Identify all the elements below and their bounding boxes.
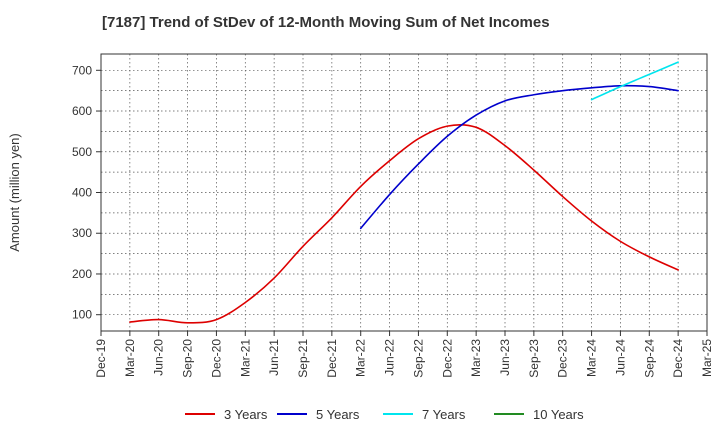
legend-label-10-years: 10 Years (533, 407, 584, 422)
x-tick-label: Mar-21 (238, 339, 252, 377)
x-tick-label: Dec-24 (671, 339, 685, 378)
y-tick-label: 100 (72, 308, 92, 322)
x-tick-label: Dec-22 (440, 339, 454, 378)
legend-label-3-years: 3 Years (224, 407, 268, 422)
y-tick-label: 700 (72, 63, 92, 77)
legend-label-7-years: 7 Years (422, 407, 466, 422)
x-tick-label: Jun-22 (383, 339, 397, 376)
x-tick-label: Dec-20 (209, 339, 223, 378)
y-tick-label: 500 (72, 145, 92, 159)
x-tick-label: Mar-20 (123, 339, 137, 377)
x-tick-label: Mar-24 (585, 339, 599, 377)
y-axis-title: Amount (million yen) (7, 133, 22, 252)
y-tick-label: 600 (72, 104, 92, 118)
series-line-7-years (590, 61, 679, 101)
legend: 3 Years 5 Years 7 Years 10 Years (185, 407, 584, 422)
x-tick-label: Jun-20 (152, 339, 166, 376)
grid (100, 54, 708, 331)
chart-title: [7187] Trend of StDev of 12-Month Moving… (102, 14, 550, 31)
x-tick-label: Mar-22 (354, 339, 368, 377)
x-tick-label: Dec-21 (325, 339, 339, 378)
plot-border (100, 53, 708, 332)
x-tick-label: Jun-21 (267, 339, 281, 376)
x-tick-label: Sep-24 (642, 339, 656, 378)
x-tick-label: Dec-19 (94, 339, 108, 378)
axes: 100 200 300 400 500 600 700 Dec-19 Mar-20 Jun-20 S… (7, 63, 714, 377)
x-tick-label: Mar-25 (700, 339, 714, 377)
legend-label-5-years: 5 Years (316, 407, 360, 422)
x-tick-label: Sep-20 (181, 339, 195, 378)
y-tick-label: 200 (72, 267, 92, 281)
y-tick-label: 300 (72, 226, 92, 240)
x-tick-label: Dec-23 (556, 339, 570, 378)
y-tick-label: 400 (72, 186, 92, 200)
plot-area (100, 53, 708, 332)
series-lines (129, 61, 679, 324)
series-line-3-years (129, 123, 679, 324)
x-tick-label: Mar-23 (469, 339, 483, 377)
x-tick-label: Sep-21 (296, 339, 310, 378)
x-tick-label: Sep-22 (411, 339, 425, 378)
x-tick-label: Jun-24 (613, 339, 627, 376)
x-tick-label: Jun-23 (498, 339, 512, 376)
x-tick-label: Sep-23 (527, 339, 541, 378)
